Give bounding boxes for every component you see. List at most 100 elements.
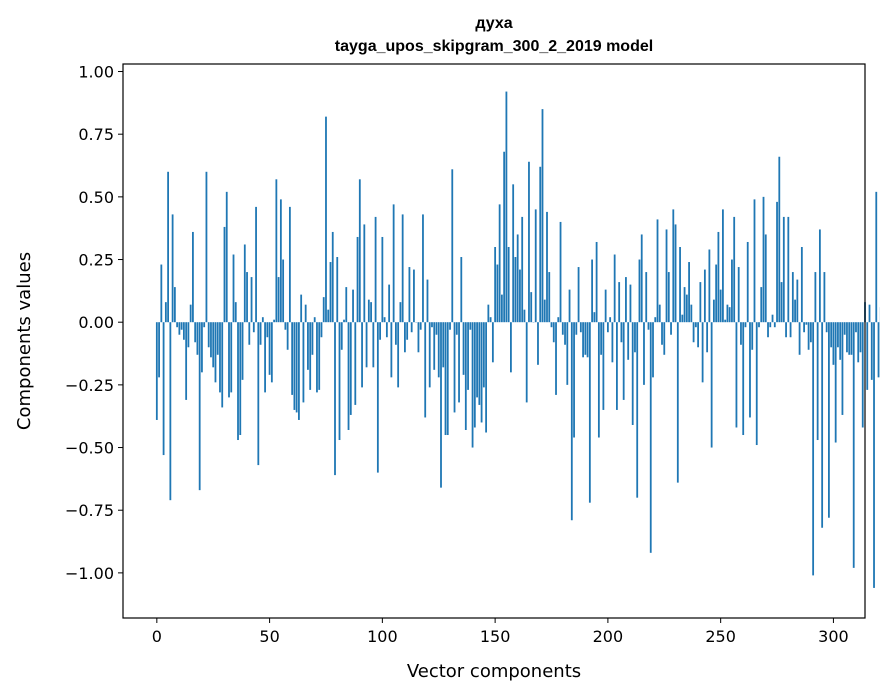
bar <box>473 322 476 428</box>
bar <box>268 322 271 375</box>
chart-title: духа <box>475 15 512 32</box>
x-tick-label: 150 <box>480 627 511 646</box>
bar <box>329 262 332 323</box>
bar <box>699 282 702 323</box>
bar <box>613 254 616 323</box>
y-axis-label: Components values <box>14 252 35 430</box>
bar <box>618 282 621 323</box>
bar <box>841 322 844 415</box>
bar <box>363 224 366 323</box>
bar <box>625 277 627 323</box>
bar <box>494 247 497 323</box>
bar <box>726 304 729 323</box>
x-tick-label: 50 <box>259 627 279 646</box>
y-tick-label: −0.25 <box>65 376 114 395</box>
bar <box>478 322 481 405</box>
bar <box>316 322 318 393</box>
bar <box>451 169 454 323</box>
bar <box>627 322 630 360</box>
bar <box>516 234 519 323</box>
bar <box>688 262 690 323</box>
bar <box>295 322 298 413</box>
bar <box>710 322 713 448</box>
chart-subtitle: tayga_upos_skipgram_300_2_2019 model <box>335 38 653 55</box>
bar <box>740 322 742 345</box>
bar <box>769 322 772 328</box>
bar <box>417 322 420 353</box>
bar <box>358 179 361 323</box>
bar <box>173 287 176 323</box>
bar <box>196 322 199 355</box>
bar <box>855 322 857 333</box>
bar <box>334 322 336 476</box>
bar <box>388 284 391 323</box>
y-tick-label: −0.50 <box>65 439 114 458</box>
bar <box>606 322 609 333</box>
bar <box>597 322 600 438</box>
bar <box>279 199 282 323</box>
bar <box>221 322 224 408</box>
bar <box>304 304 307 323</box>
bar <box>586 322 589 358</box>
bar <box>582 322 584 358</box>
bar <box>649 322 652 553</box>
bar <box>643 322 645 385</box>
bar <box>767 322 769 338</box>
bar <box>857 322 860 363</box>
bar <box>302 322 305 403</box>
x-tick-label: 250 <box>705 627 736 646</box>
bar <box>507 247 510 323</box>
bar <box>446 322 449 436</box>
bar <box>500 294 503 323</box>
bar <box>252 322 255 333</box>
bar <box>460 257 463 323</box>
bar <box>731 259 733 323</box>
bar <box>552 322 555 343</box>
bar <box>232 254 235 323</box>
bar <box>800 247 803 323</box>
bar <box>356 236 359 323</box>
bar <box>225 191 228 323</box>
bar <box>426 279 429 323</box>
bar <box>764 234 767 323</box>
bar <box>870 322 873 380</box>
bar <box>340 322 343 350</box>
bar <box>455 322 458 335</box>
bar <box>647 322 650 330</box>
bar <box>780 282 783 323</box>
bar <box>246 272 248 323</box>
bar <box>178 322 181 335</box>
bar <box>622 322 625 400</box>
bar <box>733 216 736 323</box>
bar <box>442 322 445 368</box>
bar <box>697 322 699 348</box>
bar <box>394 322 397 345</box>
bar <box>778 156 781 323</box>
bar <box>785 322 787 338</box>
bar <box>510 322 512 373</box>
bar <box>433 322 436 370</box>
y-tick-label: −0.75 <box>65 501 114 520</box>
bar <box>320 322 323 338</box>
plot-frame <box>122 63 866 619</box>
bar <box>782 216 785 323</box>
bar <box>877 322 880 378</box>
bar <box>749 322 751 418</box>
bar <box>762 196 765 323</box>
bar <box>559 221 562 323</box>
bar <box>164 302 167 323</box>
bar <box>600 322 603 355</box>
bar <box>816 322 819 441</box>
bar <box>746 241 749 323</box>
bar <box>665 229 668 323</box>
bar <box>814 272 817 323</box>
bar <box>690 304 693 323</box>
bar <box>751 322 754 350</box>
bar <box>830 322 833 348</box>
bar <box>300 294 303 323</box>
bar <box>873 322 875 588</box>
bar <box>458 322 460 403</box>
bar <box>309 322 312 390</box>
bar <box>505 91 508 323</box>
